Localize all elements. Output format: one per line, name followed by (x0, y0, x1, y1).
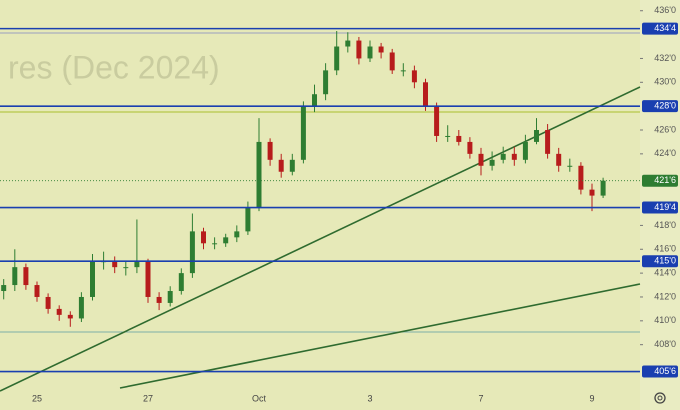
candle-body (478, 153, 484, 166)
candle-body (500, 153, 506, 160)
candle-body (556, 153, 562, 166)
candle-body (223, 237, 229, 244)
level-label-box (642, 100, 678, 113)
candle-body (289, 159, 295, 172)
level-label: 405'6 (654, 366, 676, 376)
candle-body (567, 165, 573, 167)
candle-body (511, 153, 517, 160)
candle-body (12, 267, 18, 286)
y-tick-label: 408'0 (654, 339, 676, 349)
candle-body (256, 141, 262, 208)
candle-body (400, 70, 406, 72)
candle-body (201, 231, 206, 244)
level-label: 415'0 (654, 256, 676, 266)
x-tick-label: Oct (252, 393, 267, 403)
candle-body (267, 141, 273, 160)
candle-body (600, 180, 606, 196)
trend-line (0, 86, 641, 392)
candle-body (378, 46, 384, 53)
y-tick-label: 416'0 (654, 244, 676, 254)
candle-body (112, 261, 118, 268)
y-tick-label: 418'0 (654, 220, 676, 230)
candle-body (300, 106, 306, 160)
level-label-box (642, 255, 678, 268)
last-price-box (642, 174, 678, 187)
candle-body (134, 261, 140, 268)
candle-body (34, 285, 40, 297)
candle-body (467, 141, 473, 154)
candle-body (145, 261, 151, 297)
candle-body (411, 70, 417, 83)
candle-body (234, 231, 240, 238)
candle-body (578, 165, 584, 190)
candle-body (23, 267, 29, 286)
candle-body (545, 130, 551, 154)
candle-body (178, 273, 184, 292)
settings-icon-center (657, 395, 663, 401)
y-tick-label: 436'0 (654, 5, 676, 15)
x-tick-label: 7 (478, 393, 483, 403)
x-tick-label: 27 (143, 393, 153, 403)
last-price-label: 421'6 (654, 175, 676, 185)
candle-body (189, 231, 195, 274)
y-tick-label: 410'0 (654, 315, 676, 325)
x-tick-label: 9 (589, 393, 594, 403)
candle-body (589, 189, 595, 196)
candle-body (423, 82, 428, 107)
candle-body (123, 267, 129, 269)
candle-body (167, 291, 173, 303)
candle-body (278, 159, 284, 172)
y-tick-label: 430'0 (654, 77, 676, 87)
candle-body (56, 308, 62, 315)
candle-body (312, 94, 317, 107)
y-tick-label: 432'0 (654, 53, 676, 63)
trend-line (119, 283, 641, 389)
level-label: 419'4 (654, 202, 676, 212)
candle-body (245, 207, 251, 232)
level-label-box (642, 22, 678, 35)
candle-body (434, 106, 440, 136)
candle-body (1, 285, 7, 292)
level-label: 428'0 (654, 101, 676, 111)
candle-body (534, 130, 539, 142)
candle-body (389, 52, 395, 71)
x-tick-label: 25 (32, 393, 42, 403)
candle-body (45, 296, 51, 309)
y-tick-label: 424'0 (654, 148, 676, 158)
watermark: res (Dec 2024) (8, 49, 220, 85)
y-tick-label: 412'0 (654, 291, 676, 301)
candle-body (67, 314, 73, 319)
candle-body (156, 296, 162, 303)
level-label: 434'4 (654, 23, 676, 33)
candle-body (345, 40, 351, 47)
candle-body (212, 243, 218, 245)
x-tick-label: 3 (367, 393, 372, 403)
y-tick-label: 414'0 (654, 267, 676, 277)
candle-body (323, 70, 329, 95)
candle-body (90, 261, 95, 297)
candle-body (522, 141, 528, 160)
plot (1, 31, 606, 327)
candle-body (78, 296, 84, 319)
level-label-box (642, 365, 678, 378)
level-label-box (642, 201, 678, 214)
y-tick-label: 426'0 (654, 124, 676, 134)
candle-body (445, 135, 451, 137)
candle-body (489, 159, 495, 166)
candle-body (334, 46, 340, 71)
candle-body (367, 46, 373, 59)
settings-icon[interactable] (654, 392, 666, 404)
candle-body (356, 40, 362, 59)
candle-body (456, 135, 462, 142)
